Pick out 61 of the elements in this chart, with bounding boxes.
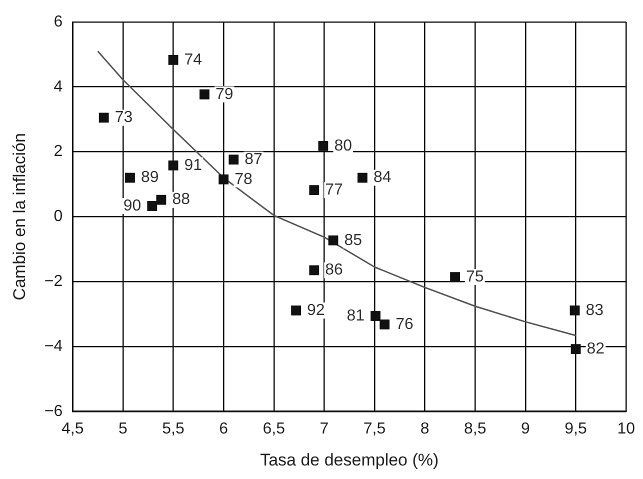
x-tick-label: 8	[420, 420, 430, 438]
x-tick-label: 9	[521, 420, 530, 438]
annotation: 87	[244, 150, 263, 168]
annotation: 91	[184, 156, 202, 174]
x-axis-title: Tasa de desempleo (%)	[260, 450, 439, 470]
annotation: 81	[346, 307, 365, 324]
x-tick-label: 7,5	[363, 420, 386, 438]
annotation: 79	[215, 86, 234, 103]
point	[380, 319, 390, 330]
annotation: 90	[123, 197, 142, 214]
point	[370, 311, 380, 321]
annotation: 89	[141, 169, 159, 186]
x-tick-label: 9,5	[564, 420, 588, 438]
point	[309, 185, 320, 196]
point	[318, 141, 328, 151]
annotation: 82	[586, 340, 605, 358]
x-tick-label: 6,5	[262, 420, 286, 438]
y-tick-label: 6	[54, 13, 63, 30]
y-tick-label: −4	[44, 338, 63, 355]
point	[228, 154, 239, 165]
x-tick-label: 10	[617, 420, 636, 438]
point	[147, 201, 158, 211]
annotation: 73	[114, 109, 133, 126]
y-tick-label: 4	[54, 78, 63, 96]
y-tick-label: 2	[54, 143, 63, 160]
point	[328, 235, 338, 246]
y-tick-label: −6	[44, 402, 63, 420]
annotation: 88	[172, 191, 190, 208]
point	[570, 344, 581, 354]
point	[156, 194, 166, 205]
point	[450, 272, 460, 282]
annotation: 85	[344, 232, 362, 249]
annotation: 74	[184, 51, 202, 68]
annotation: 80	[334, 137, 352, 154]
annotation: 83	[586, 302, 604, 319]
annotation: 84	[373, 169, 392, 186]
annotation: 77	[325, 181, 344, 198]
annotation: 86	[325, 262, 344, 279]
point	[218, 174, 229, 184]
annotation: 75	[466, 268, 484, 286]
y-axis-title: Cambio en la inflación	[10, 133, 29, 300]
point	[291, 306, 301, 316]
point	[168, 55, 178, 65]
x-tick-label: 6	[219, 420, 228, 438]
point	[125, 172, 135, 183]
point	[200, 89, 210, 100]
annotation: 76	[396, 316, 414, 333]
y-tick-label: 0	[54, 208, 63, 226]
point	[570, 306, 580, 316]
x-tick-label: 8,5	[464, 420, 486, 438]
point	[98, 112, 109, 123]
x-tick-label: 7	[320, 420, 329, 438]
annotation: 92	[307, 302, 325, 319]
point	[168, 160, 178, 170]
annotation: 78	[234, 170, 252, 188]
x-tick-label: 5	[118, 420, 128, 438]
point	[358, 172, 368, 183]
point	[309, 265, 320, 276]
x-tick-label: 4,5	[62, 420, 84, 438]
x-tick-label: 5,5	[162, 420, 184, 438]
y-tick-label: −2	[44, 273, 63, 290]
